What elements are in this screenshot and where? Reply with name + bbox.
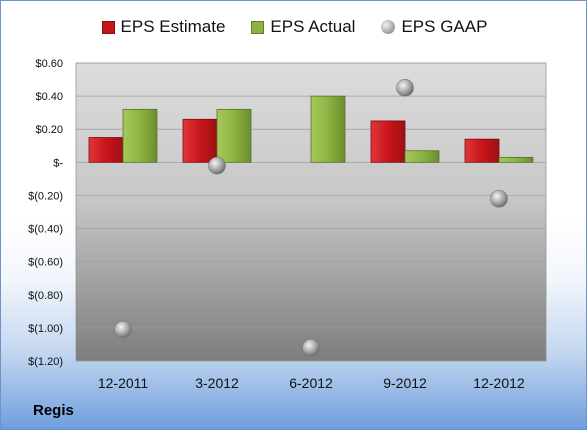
y-tick-label: $- xyxy=(53,157,63,169)
bar-eps-estimate xyxy=(182,118,218,163)
legend-item-estimate: EPS Estimate xyxy=(101,17,226,37)
x-axis-ticks: 12-2011 3-2012 6-2012 9-2012 12-2012 xyxy=(98,375,525,391)
x-tick-label: 9-2012 xyxy=(383,375,427,391)
point-eps-gaap xyxy=(396,79,414,97)
point-eps-gaap xyxy=(302,338,320,357)
bars xyxy=(88,95,534,163)
y-tick-label: $(0.40) xyxy=(28,224,63,236)
bar-eps-estimate xyxy=(88,137,124,163)
company-name: Regis xyxy=(33,402,74,419)
bar-eps-actual xyxy=(310,95,346,163)
point-eps-gaap xyxy=(208,156,226,175)
legend-label-estimate: EPS Estimate xyxy=(120,17,226,36)
y-tick-label: $(0.20) xyxy=(28,190,63,202)
legend-swatch-estimate xyxy=(101,20,115,34)
bar-eps-estimate xyxy=(370,120,406,163)
y-tick-label: $(0.60) xyxy=(28,257,63,269)
x-tick-label: 3-2012 xyxy=(195,375,239,391)
legend-item-gaap: EPS GAAP xyxy=(381,17,487,37)
point-eps-gaap xyxy=(114,320,132,339)
legend-swatch-actual xyxy=(251,20,265,34)
x-tick-label: 12-2012 xyxy=(473,375,525,391)
legend-swatch-gaap xyxy=(381,20,396,34)
y-tick-label: $(0.80) xyxy=(28,290,63,302)
y-tick-label: $0.20 xyxy=(35,124,63,136)
y-tick-label: $(1.00) xyxy=(28,323,63,335)
bar-eps-actual xyxy=(122,108,158,163)
x-tick-label: 12-2011 xyxy=(98,375,149,391)
point-eps-gaap xyxy=(490,189,508,208)
y-tick-label: $0.60 xyxy=(35,58,63,70)
legend-label-gaap: EPS GAAP xyxy=(401,17,488,36)
y-axis-ticks: $0.60 $0.40 $0.20 $- $(0.20) $(0.40) $(0.60) $(… xyxy=(28,58,63,368)
legend: EPS Estimate EPS Actual EPS GAAP xyxy=(1,17,586,37)
gaap-points xyxy=(114,79,508,357)
bar-eps-actual xyxy=(216,108,252,163)
bar-eps-actual xyxy=(498,156,534,163)
bar-eps-estimate xyxy=(464,138,500,163)
legend-label-actual: EPS Actual xyxy=(270,17,356,36)
legend-item-actual: EPS Actual xyxy=(251,17,355,37)
y-tick-label: $(1.20) xyxy=(28,356,63,368)
x-tick-label: 6-2012 xyxy=(289,375,333,391)
bar-eps-actual xyxy=(404,150,440,163)
y-tick-label: $0.40 xyxy=(35,91,63,103)
